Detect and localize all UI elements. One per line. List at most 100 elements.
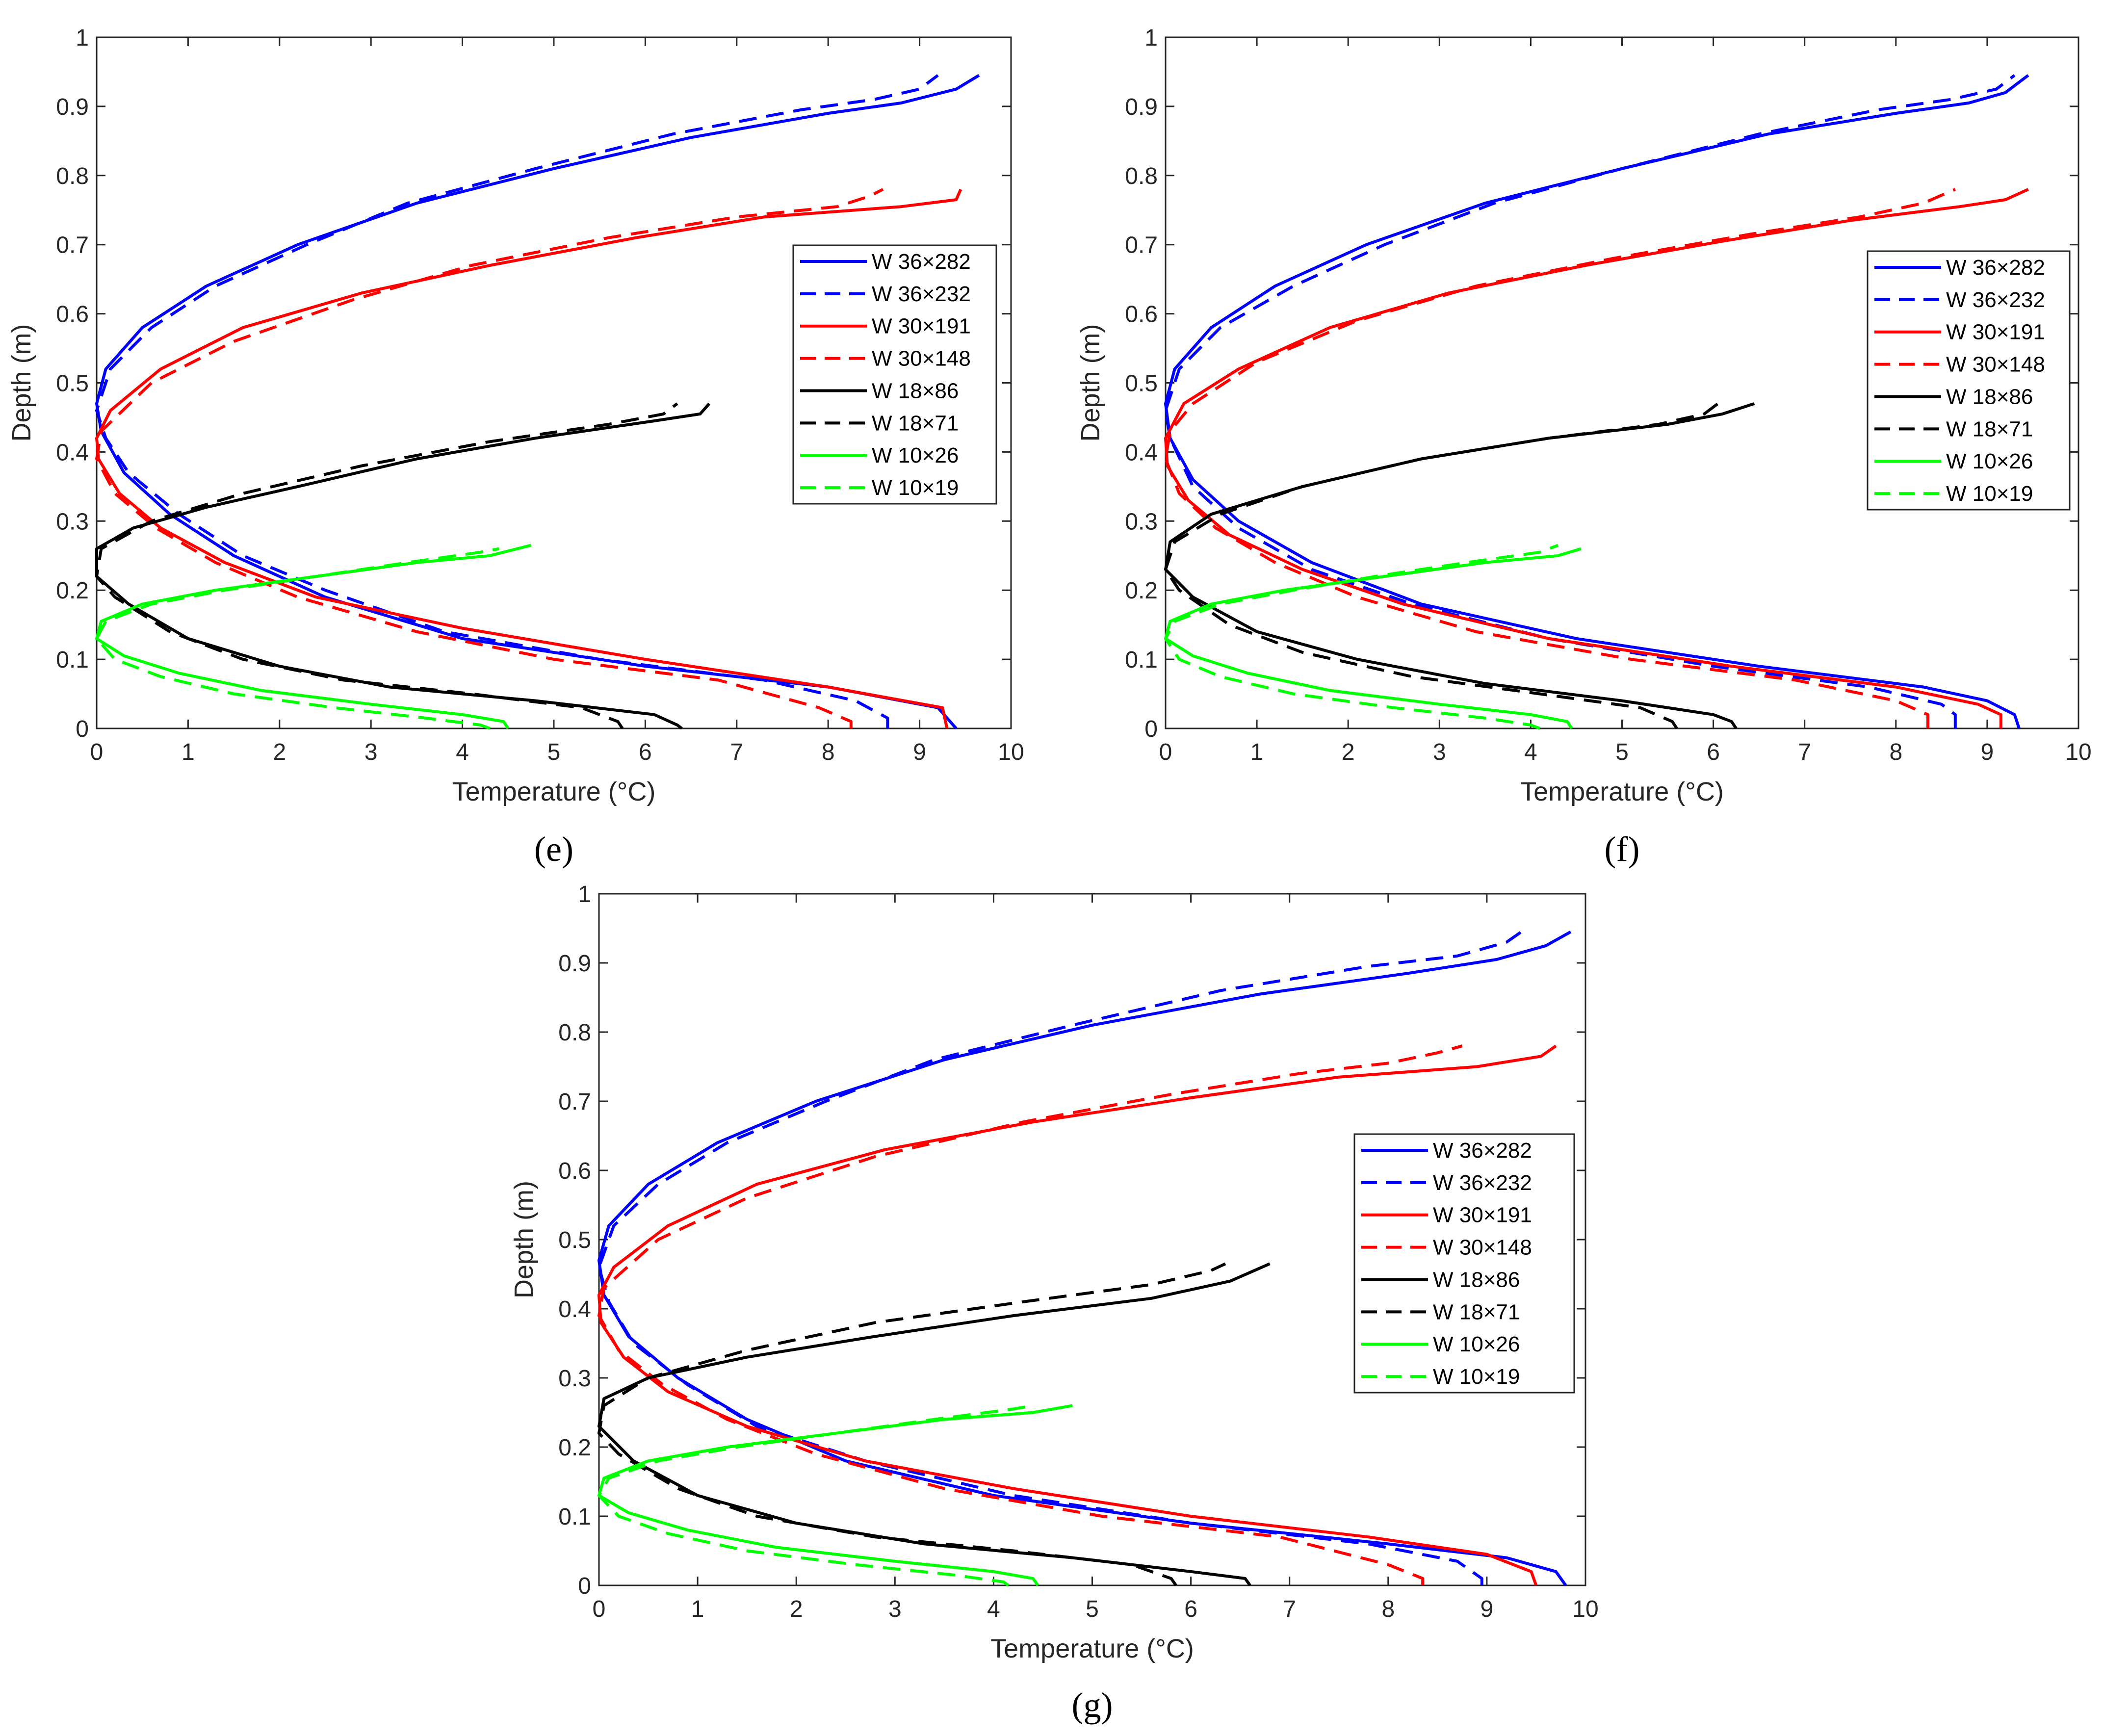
chart-0-xtick-label: 0: [90, 739, 104, 765]
chart-2-legend-entry: W 36×232: [1433, 1171, 1532, 1195]
chart-2-series-w-30-191-solid-line: [597, 1044, 1557, 1586]
chart-2-y-axis-label: Depth (m): [509, 1181, 539, 1298]
chart-2-legend-entry: W 36×282: [1433, 1139, 1532, 1163]
chart-2-xtick-label: 6: [1184, 1596, 1197, 1622]
chart-2-panel-label: (g): [1072, 1685, 1113, 1725]
chart-0-series-w-18-71-dashed-line: [95, 402, 678, 729]
chart-1-legend-box: [1867, 250, 2071, 511]
chart-1-series-w-30-148-dashed-line: [1164, 188, 1956, 728]
chart-0-x-axis-label: Temperature (°C): [452, 777, 656, 806]
chart-0-series-w-36-232-dashed-line: [95, 74, 939, 728]
chart-2-ytick-label: 0.4: [558, 1296, 591, 1322]
chart-2-ytick-label: 0.9: [558, 951, 591, 977]
chart-1-series-w-10-19-dashed-line: [1164, 544, 1559, 730]
chart-2-ytick-label: 0.3: [558, 1366, 591, 1392]
chart-1-ytick-label: 0.2: [1125, 578, 1158, 604]
chart-0-legend-entry: W 10×19: [872, 476, 959, 500]
chart-2-legend-entry: W 18×71: [1433, 1300, 1520, 1324]
chart-1-ytick-label: 0: [1144, 716, 1158, 742]
chart-2-legend-box: [1353, 1133, 1575, 1394]
chart-1-xtick-label: 4: [1524, 739, 1537, 765]
chart-2-x-axis-label: Temperature (°C): [990, 1634, 1194, 1663]
chart-0-xtick-label: 1: [182, 739, 195, 765]
chart-1-xtick-label: 8: [1889, 739, 1902, 765]
chart-2-legend-entry: W 18×86: [1433, 1268, 1520, 1292]
chart-2-xtick-label: 9: [1481, 1596, 1494, 1622]
chart-2-xtick-label: 10: [1572, 1596, 1598, 1622]
chart-0-ytick-label: 0.7: [56, 233, 89, 259]
chart-0-xtick-label: 10: [998, 739, 1024, 765]
chart-0-series-w-36-282-solid-line: [95, 74, 980, 729]
chart-2-ytick-label: 1: [578, 881, 591, 907]
chart-1-legend-entry: W 30×148: [1946, 353, 2045, 377]
chart-0-ytick-label: 0.9: [56, 94, 89, 120]
chart-2-xtick-label: 5: [1086, 1596, 1099, 1622]
chart-0-ytick-label: 1: [76, 25, 89, 51]
chart-0-ytick-label: 0.4: [56, 440, 89, 466]
chart-1-legend-entry: W 10×19: [1946, 482, 2033, 506]
chart-1-ytick-label: 1: [1144, 25, 1158, 51]
chart-1-ytick-label: 0.5: [1125, 371, 1158, 397]
chart-1-ytick-label: 0.7: [1125, 233, 1158, 259]
chart-2-ytick-label: 0: [578, 1573, 591, 1599]
chart-2-legend-entry: W 30×191: [1433, 1203, 1532, 1227]
chart-0-series-w-10-26-solid-line: [95, 544, 532, 729]
chart-2-xtick-label: 3: [888, 1596, 902, 1622]
chart-2-legend-entry: W 10×26: [1433, 1332, 1520, 1356]
chart-0-xtick-label: 7: [730, 739, 743, 765]
chart-1-legend-entry: W 30×191: [1946, 320, 2045, 344]
chart-0-xtick-label: 8: [822, 739, 835, 765]
chart-2-xtick-label: 4: [987, 1596, 1000, 1622]
chart-1-x-axis-label: Temperature (°C): [1520, 777, 1724, 806]
chart-2-xtick-label: 0: [593, 1596, 606, 1622]
chart-1-xtick-label: 5: [1615, 739, 1629, 765]
chart-2-series-w-10-19-dashed-line: [597, 1404, 1034, 1587]
chart-1-xtick-label: 1: [1250, 739, 1264, 765]
chart-1-series-w-30-191-solid-line: [1164, 188, 2029, 728]
chart-0-xtick-label: 4: [456, 739, 469, 765]
chart-1-xtick-label: 6: [1707, 739, 1720, 765]
chart-0-legend-entry: W 10×26: [872, 443, 959, 467]
chart-1-ytick-label: 0.3: [1125, 509, 1158, 535]
chart-1-legend-entry: W 36×282: [1946, 256, 2045, 280]
chart-1-xtick-label: 10: [2065, 739, 2091, 765]
chart-2-series-w-36-282-solid-line: [597, 930, 1572, 1586]
chart-1-ytick-label: 0.8: [1125, 163, 1158, 189]
chart-0-xtick-label: 3: [364, 739, 378, 765]
chart-f: 0 1 2 3 4 5 6 7 8 9 10 0 0.1 0.2 0.3 0.4 0.5 0.6 0.7 0.8 0.9…: [1076, 25, 2092, 869]
chart-1-legend: W 36×282 W 36×232 W 30×191 W 30×148 W 18×86 W…: [1867, 250, 2071, 511]
chart-2-ytick-label: 0.2: [558, 1435, 591, 1461]
chart-2-ytick-label: 0.5: [558, 1227, 591, 1253]
chart-2-xtick-label: 1: [691, 1596, 704, 1622]
chart-2-xtick-label: 7: [1283, 1596, 1296, 1622]
chart-0-ytick-label: 0.8: [56, 163, 89, 189]
chart-1-panel-label: (f): [1605, 829, 1640, 869]
chart-0-xtick-label: 2: [273, 739, 286, 765]
chart-1-ytick-label: 0.9: [1125, 94, 1158, 120]
chart-1-xtick-label: 9: [1981, 739, 1994, 765]
chart-0-ytick-label: 0.2: [56, 578, 89, 604]
chart-2-series-w-30-148-dashed-line: [597, 1044, 1463, 1585]
chart-0-xtick-label: 5: [547, 739, 561, 765]
chart-0-legend-box: [792, 244, 997, 505]
chart-1-y-axis-label: Depth (m): [1076, 324, 1105, 441]
chart-0-legend: W 36×282 W 36×232 W 30×191 W 30×148 W 18×86 W…: [792, 244, 997, 505]
chart-2-series-w-36-232-dashed-line: [597, 931, 1523, 1585]
chart-0-legend-entry: W 18×86: [872, 379, 959, 403]
chart-1-ytick-label: 0.6: [1125, 302, 1158, 328]
chart-0-xtick-label: 6: [639, 739, 652, 765]
chart-e: 0 1 2 3 4 5 6 7 8 9 10 0 0.1 0.2 0.3 0.4 0.5 0.6 0.7 0.8 0.9…: [7, 25, 1024, 869]
chart-1-series-w-36-282-solid-line: [1164, 74, 2029, 729]
chart-1-ytick-label: 0.1: [1125, 647, 1158, 673]
chart-0-series-w-10-19-dashed-line: [95, 547, 499, 730]
chart-2-legend-entry: W 10×19: [1433, 1365, 1520, 1389]
chart-0-legend-entry: W 30×191: [872, 314, 971, 338]
chart-0-series-w-18-86-solid-line: [95, 402, 711, 730]
chart-2-ytick-label: 0.6: [558, 1158, 591, 1184]
chart-2-ytick-label: 0.1: [558, 1504, 591, 1530]
chart-2-xtick-label: 2: [790, 1596, 803, 1622]
chart-0-legend-entry: W 18×71: [872, 411, 959, 435]
chart-1-xtick-label: 3: [1433, 739, 1446, 765]
chart-2-xtick-label: 8: [1381, 1596, 1395, 1622]
chart-1-legend-entry: W 36×232: [1946, 288, 2045, 312]
